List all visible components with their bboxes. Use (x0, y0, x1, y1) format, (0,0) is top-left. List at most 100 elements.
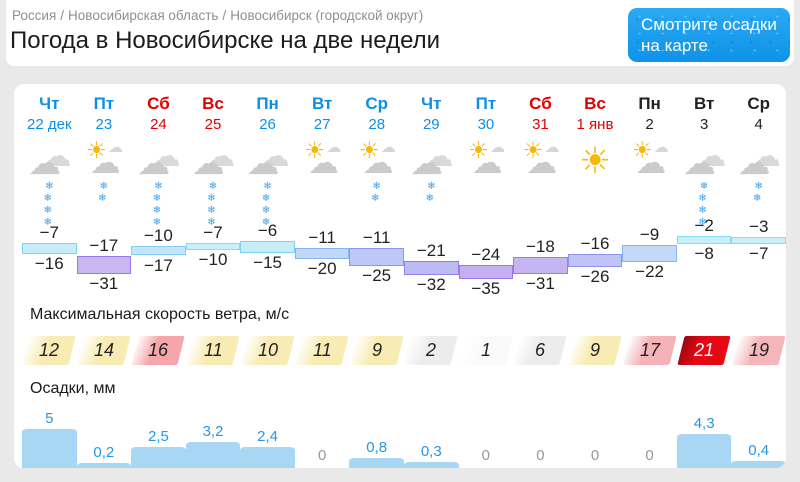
precip-bar (404, 461, 459, 468)
cloud-snow-2-icon: ☁ ☁ ❄ ❄ (404, 140, 459, 206)
weekday-label: Пт (475, 94, 497, 113)
cloud-snow-4-icon: ☁ ☁ ❄ ❄ ❄ ❄ (22, 140, 77, 228)
cl-front: ☁ (246, 144, 280, 181)
breadcrumb-link-region[interactable]: Новосибирская область (68, 8, 219, 23)
day-header-12[interactable]: Вт 3 (677, 94, 732, 133)
cl-front: ☁ (28, 144, 62, 181)
precip-map-button-line2: на карте (641, 36, 708, 55)
wind-cell-10: 9 (568, 336, 623, 368)
day-header-3[interactable]: Вс 25 (186, 94, 241, 133)
sun-icon: ☀ (568, 140, 623, 206)
wind-value: 2 (426, 340, 437, 360)
sun-cloud-icon: ☀ ☁ ☁ (513, 137, 568, 206)
weekday-label: Ср (747, 94, 771, 113)
precip-cell-12: 4,3 (676, 402, 732, 468)
temp-band (76, 255, 132, 274)
precip-bar (131, 446, 186, 468)
temp-cell-8: −24 −35 (458, 212, 514, 302)
date-label: 2 (645, 116, 654, 133)
temp-high-label: −6 (257, 221, 278, 241)
temp-high-label: −17 (89, 235, 119, 255)
precip-cell-2: 2,5 (131, 402, 186, 468)
precip-value: 0,3 (420, 442, 442, 460)
day-header-9[interactable]: Сб 31 (513, 94, 568, 133)
precip-cell-4: 2,4 (240, 402, 295, 468)
wind-cell-6: 9 (349, 336, 404, 368)
temp-band (458, 264, 514, 279)
weather-cell-8: ☀ ☁ ☁ (459, 137, 514, 208)
day-header-1[interactable]: Пт 23 (77, 94, 132, 133)
wind-cell-11: 17 (622, 336, 677, 368)
precip-value: 0,8 (366, 439, 388, 457)
precip-value: 2,4 (257, 428, 278, 446)
temp-low-label: −22 (635, 262, 664, 281)
day-header-8[interactable]: Пт 30 (459, 94, 514, 133)
wind-value: 19 (748, 340, 769, 360)
breadcrumb-link-country[interactable]: Россия (12, 8, 57, 23)
temp-high-label: −18 (526, 236, 555, 256)
breadcrumb-link-city[interactable]: Новосибирск (городской округ) (230, 8, 424, 23)
cl-back: ☁ (205, 140, 236, 173)
cl-solo: ☁ (89, 145, 121, 180)
sun-sm: ☀ (631, 137, 653, 163)
weather-cell-1: ☀ ☁ ☁ ❄ ❄ (77, 137, 132, 208)
wind-value-box: 6 (513, 336, 568, 365)
wind-value: 1 (480, 340, 491, 360)
temp-band (131, 246, 186, 256)
day-header-13[interactable]: Ср 4 (731, 94, 786, 133)
temp-band (404, 260, 459, 275)
flakes: ❄ ❄ ❄ ❄ (152, 181, 166, 228)
temp-high-label: −24 (471, 244, 501, 264)
wind-cell-8: 1 (459, 336, 514, 368)
date-label: 30 (477, 116, 495, 133)
cloud-snow-4-icon: ☁ ☁ ❄ ❄ ❄ ❄ (240, 140, 295, 228)
cl-back: ☁ (150, 140, 181, 173)
temp-band (185, 242, 241, 250)
temp-cell-4: −6 −15 (240, 212, 295, 302)
day-header-11[interactable]: Пн 2 (622, 94, 677, 133)
day-header-7[interactable]: Чт 29 (404, 94, 459, 133)
forecast-card: Чт 22 дек Пт 23 Сб 24 Вс 25 Пн 26 Вт 27 Ср 28 Чт 29 Пт 30… (14, 84, 786, 468)
precip-map-button[interactable]: Смотрите осадки на карте (628, 8, 790, 62)
precip-value: 0,2 (93, 443, 115, 461)
temp-cell-5: −11 −20 (294, 212, 350, 302)
sun-cloud-snow-2-icon: ☀ ☁ ☁ ❄ ❄ (77, 137, 132, 206)
wind-speed-row: 12 14 16 11 10 11 9 2 1 6 9 17 21 19 (14, 336, 786, 368)
temp-high-label: −9 (639, 225, 660, 245)
cl-front: ☁ (737, 144, 771, 181)
page-header: Россия / Новосибирская область / Новосибирск… (6, 0, 794, 66)
day-header-0[interactable]: Чт 22 дек (22, 94, 77, 133)
date-label: 28 (368, 116, 386, 133)
precip-value: 0 (481, 447, 491, 464)
cl-mini: ☁ (108, 139, 124, 156)
day-header-2[interactable]: Сб 24 (131, 94, 186, 133)
wind-cell-7: 2 (404, 336, 459, 368)
day-header-5[interactable]: Вт 27 (295, 94, 350, 133)
wind-value: 21 (694, 340, 715, 360)
temp-cell-12: −2 −8 (676, 212, 732, 302)
wind-value: 12 (39, 340, 60, 360)
wind-value-box: 17 (622, 336, 677, 365)
weather-cell-9: ☀ ☁ ☁ (513, 137, 568, 208)
sun-cloud-icon: ☀ ☁ ☁ (622, 137, 677, 206)
temp-cell-11: −9 −22 (622, 212, 677, 302)
weekday-label: Пт (93, 94, 115, 113)
precip-bar (185, 441, 241, 468)
weather-icons-row: ☁ ☁ ❄ ❄ ❄ ❄ ☀ ☁ ☁ ❄ ❄ ☁ ☁ ❄ ❄ ❄ ❄ ☁ ☁ ❄ ❄ ❄ ❄ ☁ ☁ ❄ ❄ ❄… (14, 137, 786, 228)
temp-cell-13: −3 −7 (731, 212, 786, 302)
wind-value: 11 (312, 340, 332, 360)
sun-sm: ☀ (304, 137, 326, 163)
day-header-10[interactable]: Вс 1 янв (568, 94, 623, 133)
weather-cell-5: ☀ ☁ ☁ (295, 137, 350, 208)
precip-value: 0 (536, 447, 545, 464)
day-header-6[interactable]: Ср 28 (349, 94, 404, 133)
weather-cell-6: ☀ ☁ ☁ ❄ ❄ (349, 137, 404, 208)
temp-cell-1: −17 −31 (76, 212, 132, 302)
day-header-4[interactable]: Пн 26 (240, 94, 295, 133)
date-label: 24 (150, 116, 167, 133)
cl-front: ☁ (137, 144, 171, 181)
wind-value-box: 14 (77, 336, 131, 365)
temp-high-label: −7 (39, 222, 59, 242)
weekday-label: Сб (529, 94, 552, 113)
sun-sm: ☀ (86, 137, 107, 163)
